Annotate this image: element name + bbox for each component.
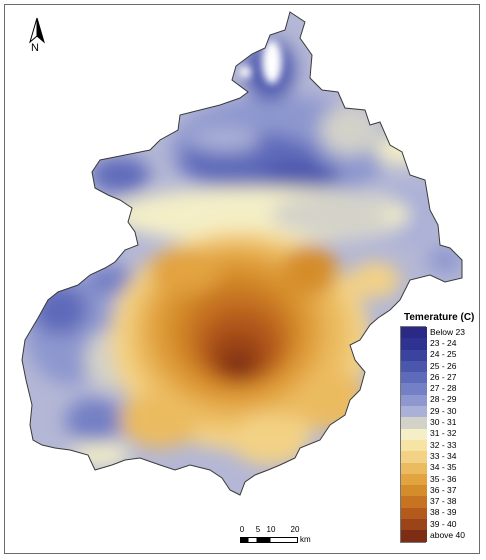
legend-class-label: 37 - 38	[430, 496, 457, 507]
north-label: N	[31, 42, 39, 54]
legend-swatch	[401, 417, 427, 429]
legend-class-label: 33 - 34	[430, 450, 457, 461]
legend-class-label: 38 - 39	[430, 507, 457, 518]
legend-swatch	[401, 360, 427, 373]
legend-class-label: 23 - 24	[430, 337, 457, 348]
legend-swatch	[401, 451, 427, 463]
scale-tick-0: 0	[239, 525, 245, 534]
legend-labels: Below 23 23 - 24 24 - 25 25 - 26 26 - 27 27 -…	[426, 326, 465, 543]
legend-swatch	[401, 439, 427, 452]
legend-swatch	[401, 473, 427, 486]
legend-class-label: 30 - 31	[430, 417, 457, 428]
legend-swatch	[401, 507, 427, 520]
legend-class-label: 28 - 29	[430, 394, 457, 405]
legend-swatch	[401, 462, 427, 474]
scale-bar: 0 5 10 20 km	[236, 525, 316, 547]
legend: Temerature (C) Below 23 23 - 24 24 - 25 25 …	[400, 312, 480, 543]
legend-class-label: above 40	[430, 529, 465, 540]
legend-class-label: 25 - 26	[430, 360, 457, 371]
legend-color-ramp	[400, 326, 427, 543]
legend-class-label: 36 - 37	[430, 484, 457, 495]
legend-swatch	[401, 428, 427, 440]
legend-class-label: 27 - 28	[430, 383, 457, 394]
boundary-outline	[21, 11, 463, 496]
legend-class-label: 32 - 33	[430, 439, 457, 450]
legend-title: Temerature (C)	[404, 312, 475, 323]
legend-swatch	[401, 496, 427, 508]
legend-class-label: 29 - 30	[430, 405, 457, 416]
legend-swatch	[401, 349, 427, 361]
legend-swatch	[401, 327, 427, 339]
scale-tick-5: 5	[255, 525, 261, 534]
legend-class-label: 31 - 32	[430, 428, 457, 439]
scale-tick-10: 10	[266, 525, 276, 534]
legend-class-label: 24 - 25	[430, 349, 457, 360]
legend-class-label: Below 23	[430, 326, 465, 337]
legend-swatch	[401, 530, 427, 542]
scale-bar-graphic	[240, 537, 298, 543]
legend-class-label: 34 - 35	[430, 462, 457, 473]
legend-class-label: 35 - 36	[430, 473, 457, 484]
legend-class-label: 39 - 40	[430, 518, 457, 529]
legend-class-label: 26 - 27	[430, 371, 457, 382]
north-arrow-icon	[22, 16, 52, 56]
legend-swatch	[401, 406, 427, 418]
legend-swatch	[401, 394, 427, 407]
scale-unit: km	[300, 535, 311, 544]
legend-swatch	[401, 519, 427, 531]
legend-swatch	[401, 338, 427, 350]
legend-swatch	[401, 372, 427, 384]
legend-swatch	[401, 383, 427, 395]
scale-tick-20: 20	[290, 525, 300, 534]
legend-swatch	[401, 485, 427, 497]
